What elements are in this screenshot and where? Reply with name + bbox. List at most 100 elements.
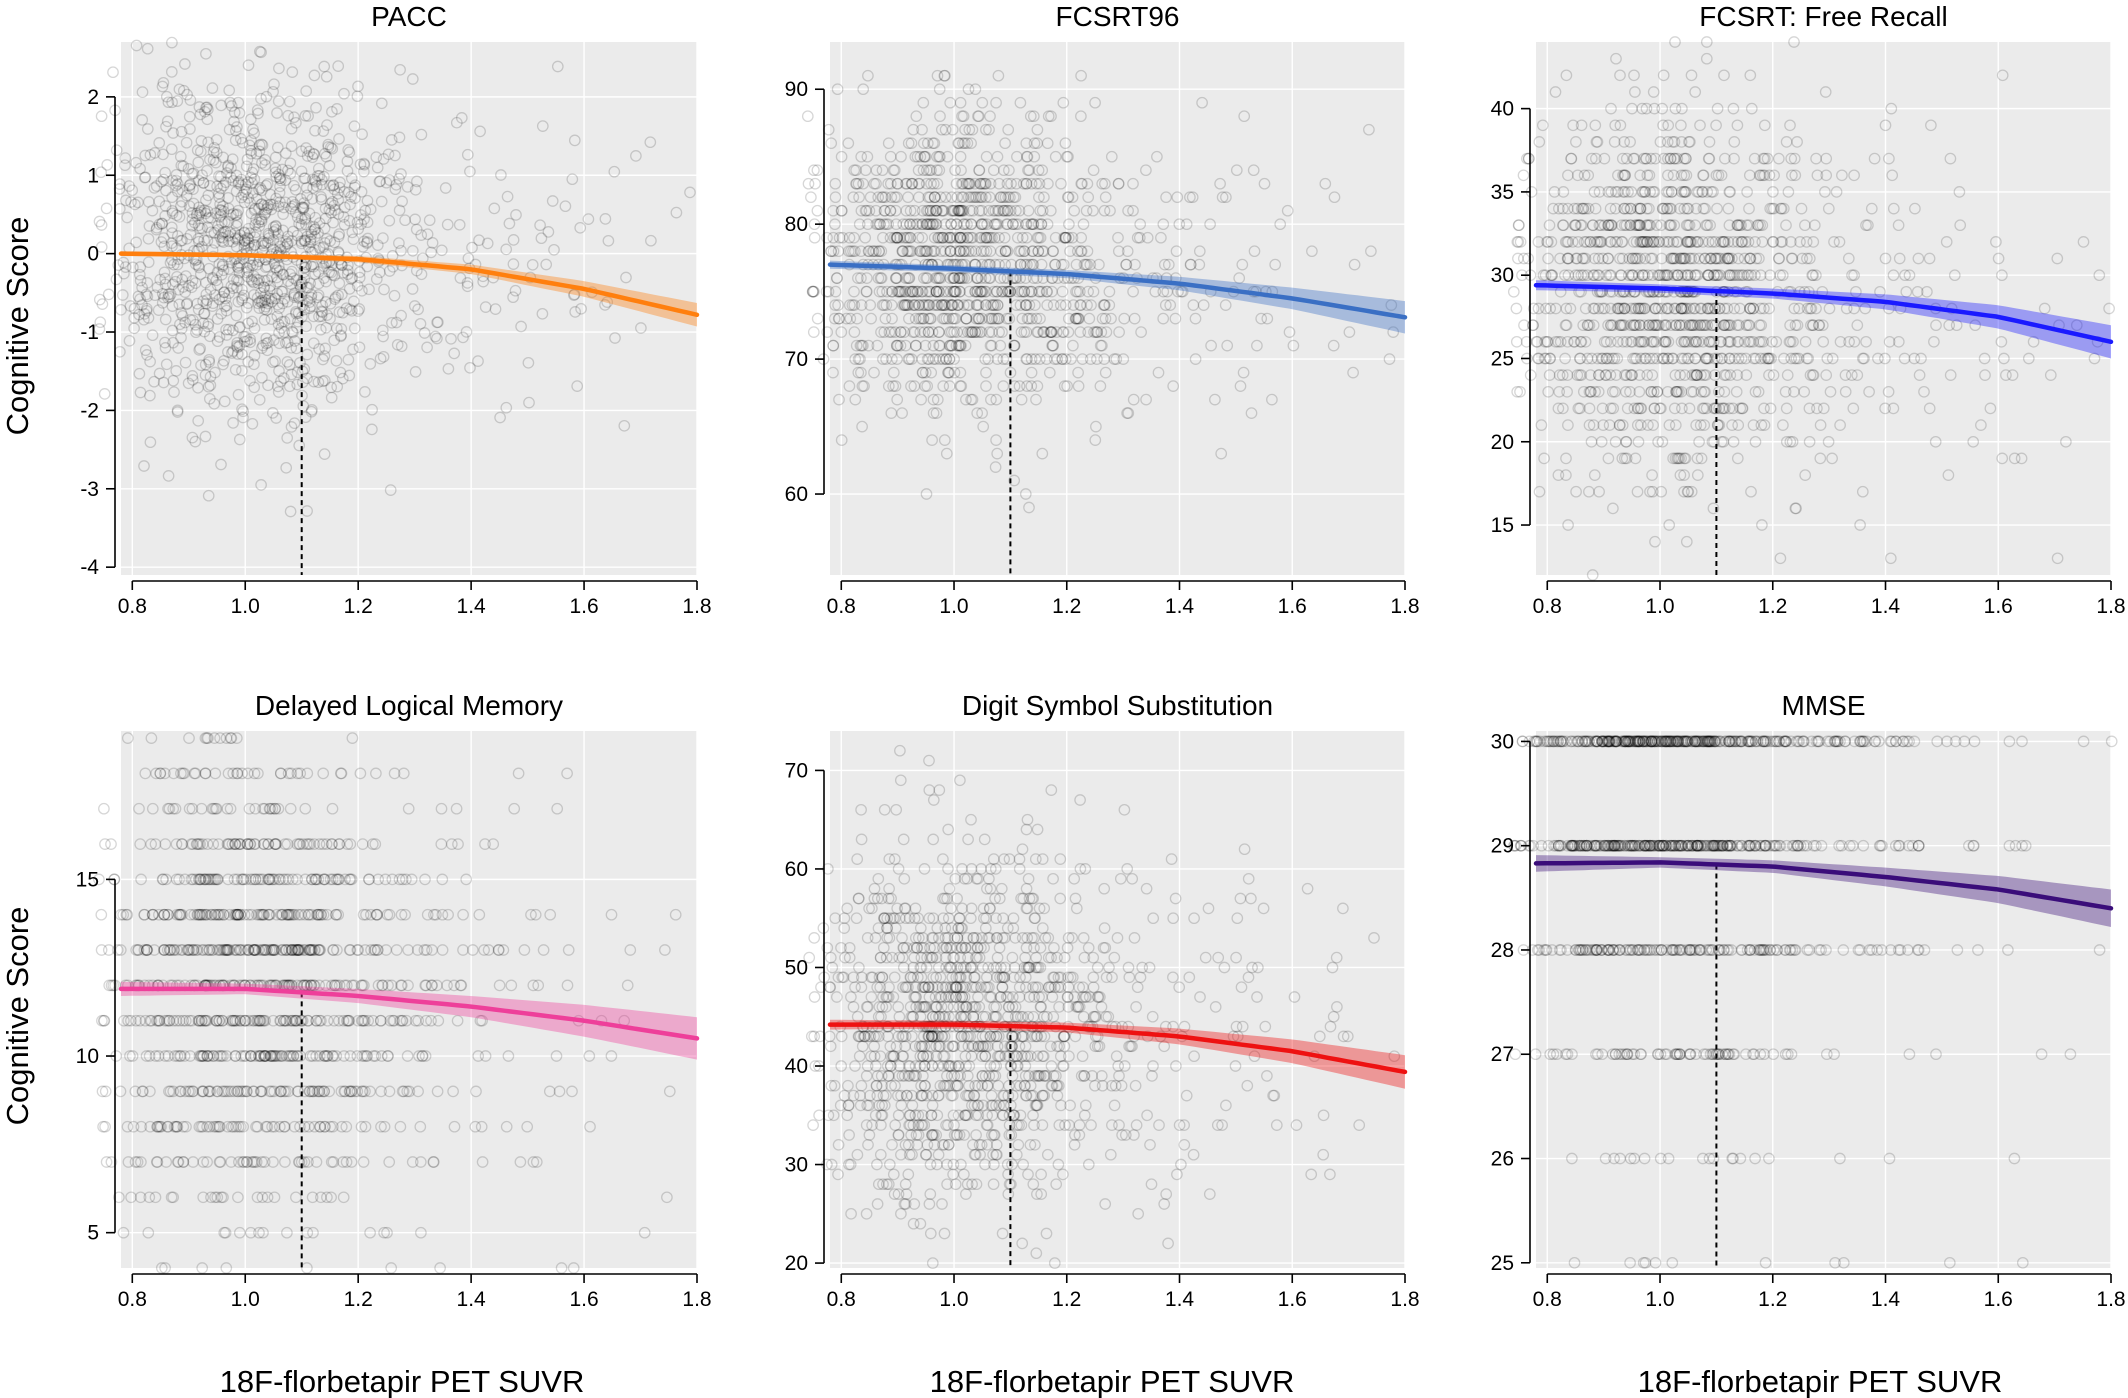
data-point <box>279 174 292 187</box>
data-point <box>248 239 261 252</box>
data-point <box>253 274 265 286</box>
data-point <box>575 302 587 315</box>
data-point <box>211 335 224 348</box>
data-point <box>328 183 341 196</box>
data-point <box>253 139 266 151</box>
data-point <box>234 132 247 145</box>
data-point <box>366 403 378 416</box>
data-point <box>215 99 228 112</box>
data-point <box>222 161 234 173</box>
data-point <box>207 146 220 158</box>
data-point <box>225 280 238 292</box>
data-point <box>464 165 476 178</box>
data-point <box>201 101 213 114</box>
data-point <box>293 439 306 452</box>
data-point <box>329 293 341 305</box>
data-point <box>235 173 248 186</box>
data-point <box>229 227 241 240</box>
data-point <box>345 272 358 285</box>
data-point <box>196 240 208 253</box>
data-point <box>149 289 161 302</box>
data-point <box>177 160 190 172</box>
data-point <box>246 315 258 328</box>
data-point <box>255 92 267 105</box>
data-point <box>192 381 204 394</box>
x-tick-label: 1.8 <box>682 595 711 618</box>
data-point <box>305 228 318 241</box>
data-point <box>220 304 233 317</box>
y-tick-label: 1 <box>87 164 99 187</box>
data-point <box>264 198 277 211</box>
data-point <box>305 300 317 312</box>
data-point <box>271 264 283 277</box>
data-point <box>227 345 240 357</box>
data-point <box>253 183 265 196</box>
data-point <box>328 334 341 347</box>
data-point <box>241 266 253 279</box>
data-point <box>177 281 189 293</box>
data-point <box>630 150 642 162</box>
data-point <box>196 222 208 235</box>
data-point <box>259 159 272 171</box>
data-point <box>316 306 329 319</box>
data-point <box>257 199 270 212</box>
data-point <box>245 144 257 157</box>
data-point <box>170 179 182 192</box>
data-point <box>237 188 250 201</box>
data-point <box>334 176 346 189</box>
data-point <box>250 226 262 239</box>
data-point <box>123 334 136 347</box>
data-point <box>373 175 386 188</box>
data-point <box>343 369 356 382</box>
data-point <box>201 221 214 233</box>
data-point <box>324 197 337 210</box>
data-point <box>540 258 553 271</box>
data-point <box>225 162 237 174</box>
data-point <box>248 204 261 216</box>
y-tick-label: 60 <box>785 483 808 506</box>
data-point <box>225 171 237 184</box>
data-point <box>314 323 327 336</box>
data-point <box>232 177 245 190</box>
data-point <box>353 271 366 284</box>
data-point <box>265 292 278 305</box>
data-point <box>292 307 305 319</box>
data-point <box>348 322 361 335</box>
data-point <box>345 190 357 203</box>
data-point <box>371 239 384 251</box>
data-point <box>390 178 403 191</box>
data-point <box>231 348 244 360</box>
data-point <box>635 322 647 334</box>
data-point <box>272 386 285 398</box>
data-point <box>415 229 428 241</box>
data-point <box>96 298 109 310</box>
scatter-points <box>93 36 696 518</box>
data-point <box>270 412 283 424</box>
data-point <box>238 227 251 239</box>
data-point <box>271 287 284 300</box>
data-point <box>308 375 320 388</box>
data-point <box>93 215 106 228</box>
data-point <box>217 179 230 192</box>
data-point <box>172 342 185 354</box>
data-point <box>290 116 302 129</box>
data-point <box>331 103 343 115</box>
data-point <box>535 232 548 245</box>
data-point <box>204 179 216 192</box>
y-tick-label: -3 <box>80 478 99 501</box>
data-point <box>302 110 314 122</box>
data-point <box>159 342 172 354</box>
data-point <box>240 301 253 314</box>
data-point <box>198 307 211 320</box>
y-tick-label: 40 <box>1491 98 1514 121</box>
data-point <box>141 302 153 315</box>
data-point <box>234 321 246 333</box>
x-tick-label: 0.8 <box>1533 595 1562 618</box>
data-point <box>160 90 173 103</box>
data-point <box>303 145 316 158</box>
data-point <box>166 191 178 204</box>
data-point <box>136 86 149 98</box>
data-point <box>244 259 257 272</box>
data-point <box>300 218 312 231</box>
data-point <box>309 175 322 188</box>
